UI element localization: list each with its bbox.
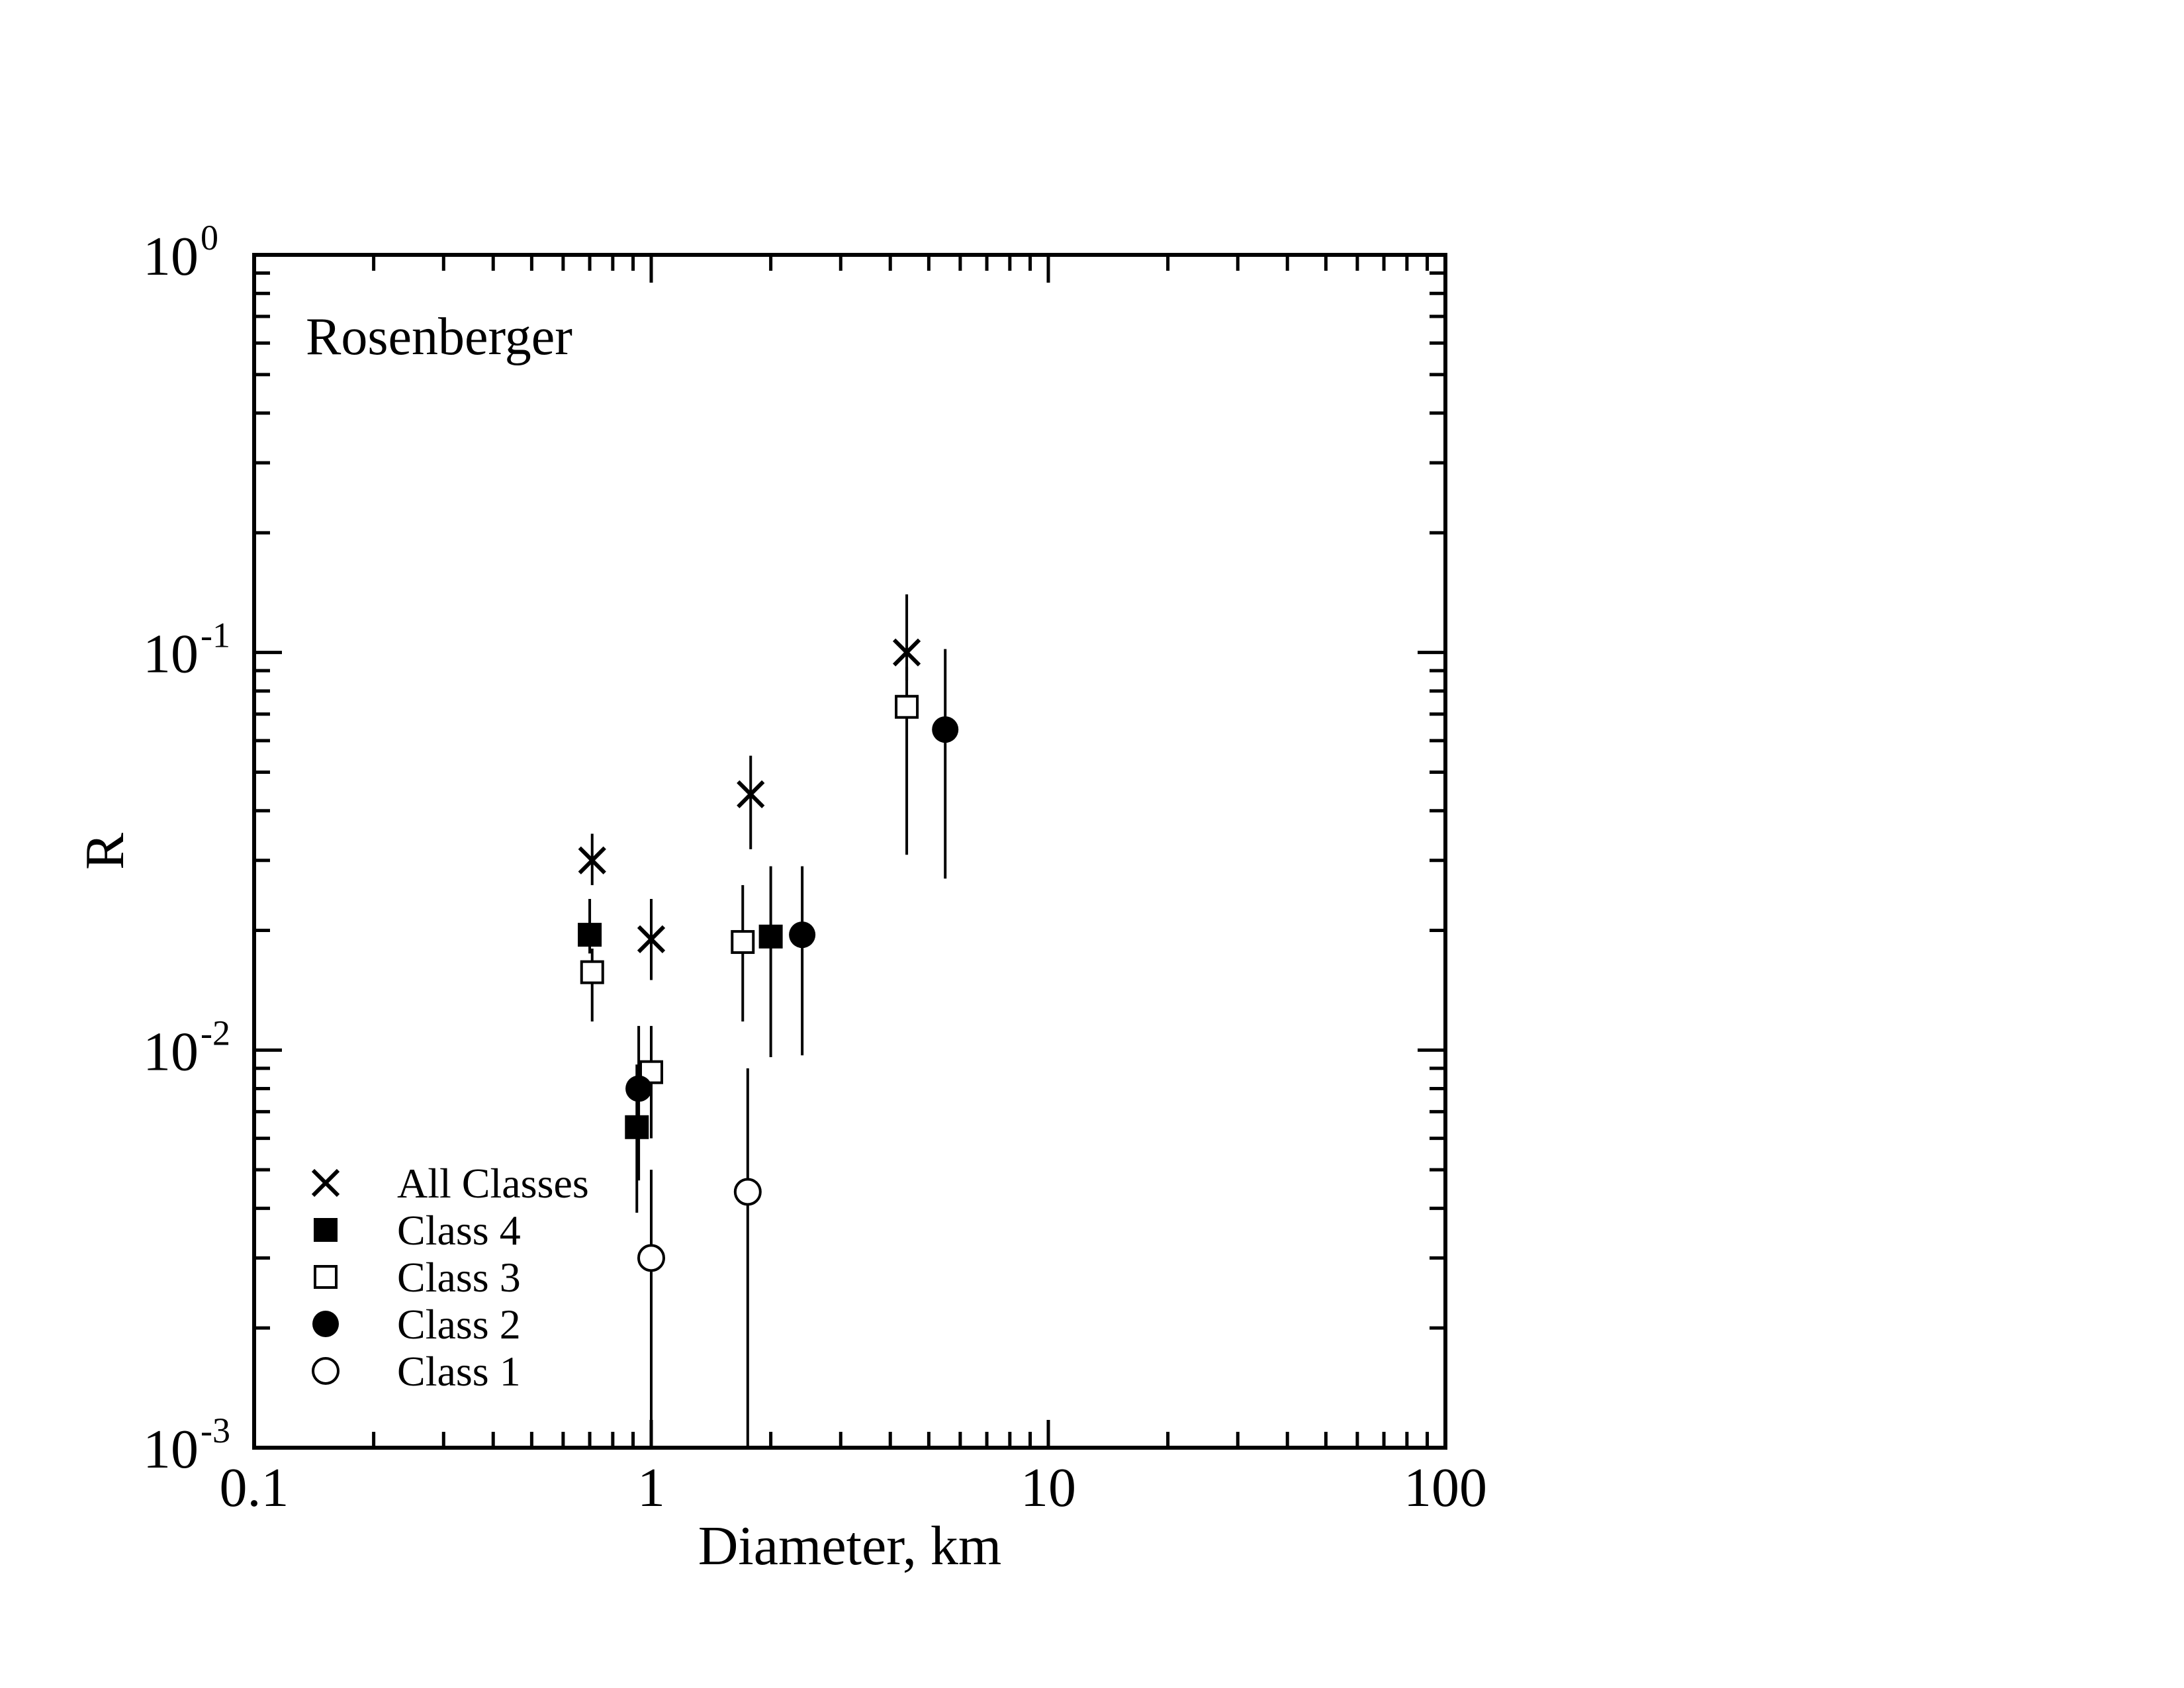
data-point-filled-square xyxy=(578,923,602,947)
x-tick-label: 10 xyxy=(1021,1457,1076,1519)
legend-label: All Classes xyxy=(397,1160,589,1207)
legend-marker-open-square xyxy=(314,1265,338,1289)
legend-marker-open-circle xyxy=(312,1357,340,1385)
y-axis-label: R xyxy=(74,833,136,870)
chart-title: Rosenberger xyxy=(306,308,572,366)
data-point-filled-circle xyxy=(789,921,816,949)
y-tick-label: 10 xyxy=(143,226,199,287)
legend-label: Class 2 xyxy=(397,1301,521,1348)
data-point-filled-square xyxy=(758,924,783,949)
data-point-filled-circle xyxy=(932,716,959,743)
data-point-x xyxy=(892,638,921,667)
data-point-x xyxy=(578,846,606,874)
x-tick-label: 1 xyxy=(637,1457,665,1519)
data-point-open-square xyxy=(580,960,604,984)
data-point-x xyxy=(737,780,765,808)
x-tick-label: 0.1 xyxy=(220,1457,289,1519)
data-point-filled-square xyxy=(625,1115,649,1139)
data-point-filled-circle xyxy=(625,1075,653,1102)
data-point-open-circle xyxy=(733,1178,762,1206)
y-tick-label: 10 xyxy=(143,624,199,685)
y-tick-exponent: -3 xyxy=(201,1411,230,1450)
data-point-open-square xyxy=(895,694,919,719)
legend-label: Class 3 xyxy=(397,1254,521,1301)
y-tick-label: 10 xyxy=(143,1021,199,1082)
data-point-open-square xyxy=(731,930,755,955)
plot-frame xyxy=(252,253,1447,1450)
x-axis-label: Diameter, km xyxy=(698,1515,1001,1577)
y-tick-exponent: -2 xyxy=(201,1013,230,1053)
y-tick-label: 10 xyxy=(143,1419,199,1480)
axis-ticks xyxy=(254,255,1445,1448)
data-point-open-circle xyxy=(637,1244,665,1272)
y-tick-exponent: 0 xyxy=(201,218,218,258)
data-point-x xyxy=(637,925,666,954)
legend-marker-filled-circle xyxy=(312,1311,339,1337)
data-markers xyxy=(578,638,959,1272)
x-tick-label: 100 xyxy=(1404,1457,1487,1519)
legend-label: Class 1 xyxy=(397,1348,521,1395)
y-tick-exponent: -1 xyxy=(201,616,230,655)
legend-label: Class 4 xyxy=(397,1207,521,1254)
legend-marker-x xyxy=(311,1168,340,1197)
legend-marker-filled-square xyxy=(314,1218,338,1242)
